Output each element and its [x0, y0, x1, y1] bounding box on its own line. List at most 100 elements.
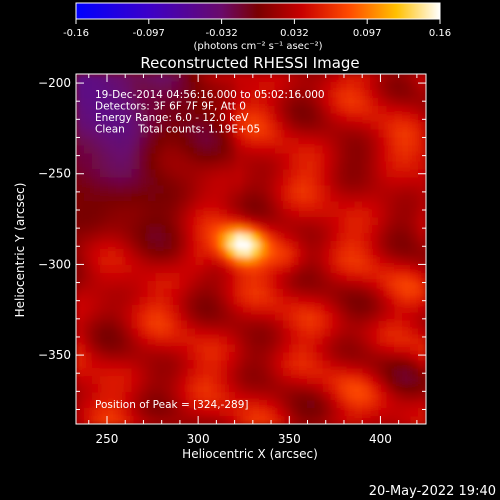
heatmap-cell — [187, 368, 196, 377]
heatmap-cell — [402, 336, 411, 346]
heatmap-cell — [274, 280, 284, 290]
heatmap-cell — [235, 113, 244, 123]
heatmap-cell — [330, 312, 340, 322]
heatmap-cell — [282, 161, 292, 171]
heatmap-cell — [131, 217, 141, 226]
heatmap-cell — [211, 81, 220, 91]
heatmap-cell — [298, 408, 308, 417]
heatmap-cell — [370, 392, 379, 401]
heatmap-cell — [330, 177, 340, 186]
heatmap-cell — [362, 416, 371, 424]
heatmap-cell — [107, 280, 117, 290]
heatmap-cell — [410, 129, 419, 139]
heatmap-cell — [274, 74, 284, 83]
heatmap-cell — [418, 209, 426, 218]
heatmap-cell — [76, 185, 85, 194]
heatmap-cell — [123, 137, 133, 147]
heatmap-cell — [139, 137, 149, 147]
heatmap-cell — [227, 416, 236, 424]
heatmap-cell — [187, 272, 196, 282]
heatmap-cell — [362, 336, 371, 346]
heatmap-cell — [99, 368, 109, 377]
heatmap-cell — [115, 74, 125, 83]
heatmap-cell — [243, 121, 252, 131]
heatmap-cell — [354, 304, 363, 314]
heatmap-cell — [330, 296, 340, 306]
heatmap-cell — [258, 225, 268, 234]
heatmap-cell — [258, 384, 268, 393]
heatmap-cell — [290, 320, 300, 330]
heatmap-cell — [203, 400, 212, 409]
x-tick-label: 300 — [187, 432, 210, 446]
heatmap-cell — [195, 392, 204, 401]
heatmap-cell — [131, 296, 141, 306]
heatmap-cell — [314, 256, 324, 266]
heatmap-cell — [418, 217, 426, 226]
heatmap-cell — [251, 241, 260, 250]
heatmap-cell — [179, 392, 188, 401]
heatmap-cell — [386, 288, 395, 298]
heatmap-cell — [171, 113, 180, 123]
heatmap-cell — [338, 105, 348, 115]
heatmap-cell — [187, 89, 196, 99]
heatmap-cell — [290, 344, 300, 353]
heatmap-cell — [123, 336, 133, 346]
heatmap-cell — [378, 81, 387, 91]
heatmap-cell — [370, 256, 379, 266]
heatmap-cell — [147, 209, 157, 218]
heatmap-cell — [251, 376, 260, 385]
heatmap-cell — [306, 121, 316, 131]
heatmap-cell — [314, 304, 324, 314]
heatmap-cell — [211, 74, 220, 83]
heatmap-cell — [282, 193, 292, 202]
heatmap-cell — [243, 225, 252, 234]
heatmap-cell — [322, 384, 332, 393]
heatmap-cell — [378, 280, 387, 290]
heatmap-cell — [115, 384, 125, 393]
heatmap-cell — [179, 336, 188, 346]
heatmap-cell — [171, 137, 180, 147]
heatmap-cell — [179, 193, 188, 202]
heatmap-cell — [219, 296, 228, 306]
heatmap-cell — [306, 352, 316, 361]
heatmap-cell — [123, 193, 133, 202]
heatmap-cell — [370, 209, 379, 218]
heatmap-cell — [99, 89, 109, 99]
heatmap-cell — [171, 264, 180, 274]
heatmap-cell — [107, 392, 117, 401]
heatmap-cell — [346, 137, 355, 147]
heatmap-cell — [282, 360, 292, 369]
heatmap-cell — [362, 193, 371, 202]
plot-frame — [75, 73, 427, 425]
heatmap-cell — [179, 129, 188, 139]
heatmap-cell — [378, 209, 387, 218]
heatmap-cell — [282, 74, 292, 83]
heatmap-cell — [251, 408, 260, 417]
heatmap-cell — [354, 320, 363, 330]
heatmap-cell — [314, 241, 324, 250]
heatmap-cell — [370, 336, 379, 346]
heatmap-cell — [410, 344, 419, 353]
heatmap-cell — [418, 89, 426, 99]
heatmap-cell — [410, 161, 419, 171]
heatmap-cell — [139, 89, 149, 99]
heatmap-cell — [306, 185, 316, 194]
heatmap-cell — [115, 145, 125, 155]
heatmap-cell — [147, 201, 157, 210]
heatmap-cell — [266, 352, 276, 361]
heatmap-cell — [410, 296, 419, 306]
heatmap-cell — [314, 81, 324, 91]
heatmap-cell — [123, 129, 133, 139]
heatmap-cell — [235, 105, 244, 115]
heatmap-cell — [243, 161, 252, 171]
heatmap-cell — [322, 193, 332, 202]
heatmap-cell — [227, 169, 236, 178]
heatmap-cell — [266, 217, 276, 226]
heatmap-cell — [163, 256, 173, 266]
heatmap-cell — [163, 344, 173, 353]
heatmap-cell — [274, 360, 284, 369]
heatmap-cell — [402, 376, 411, 385]
heatmap-cell — [314, 368, 324, 377]
heatmap-cell — [362, 408, 371, 417]
heatmap-cell — [402, 233, 411, 242]
